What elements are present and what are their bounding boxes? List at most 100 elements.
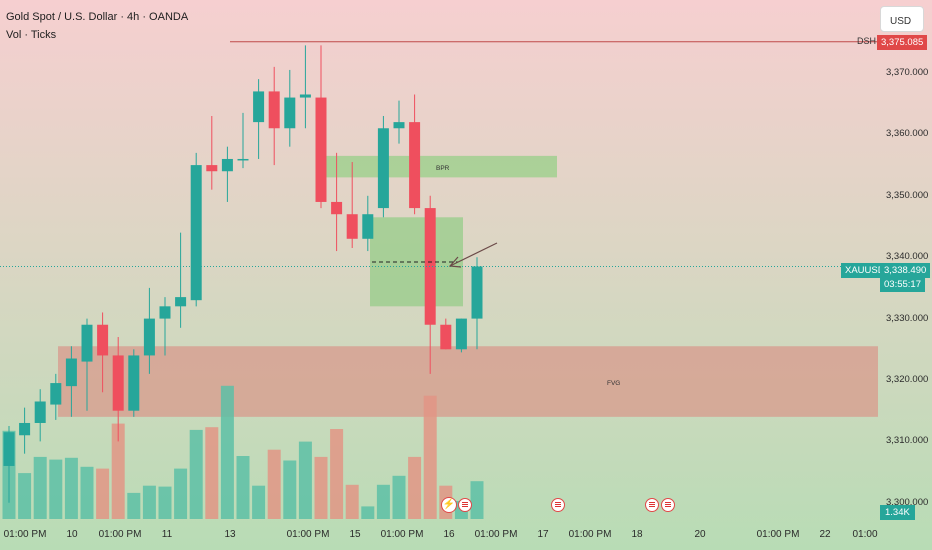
candle-body [128,355,140,411]
candle-body [471,266,483,319]
annotation-arrow [449,242,498,267]
volume-bar [392,475,406,519]
candles-layer [3,45,483,503]
currency-button[interactable]: USD [880,6,924,32]
volume-bar [252,485,266,519]
time-tick-label: 18 [631,529,643,540]
candle-body [440,324,452,350]
volume-bar [314,456,328,519]
volume-bar [361,506,375,519]
candle-body [190,165,202,301]
time-tick-label: 01:00 PM [756,529,800,540]
volume-bar [80,466,94,519]
candle-body [206,165,218,172]
volume-bar [376,484,390,519]
time-tick-label: 22 [819,529,831,540]
time-tick-label: 01:00 PM [474,529,518,540]
volume-bar [470,481,484,519]
time-tick-label: 10 [66,529,78,540]
us-flag-icon[interactable] [661,498,675,512]
candle-body [284,97,296,129]
chart-title: Gold Spot / U.S. Dollar · 4h · OANDA [6,11,189,23]
volume-bar [127,492,141,519]
candle-body [331,201,343,215]
candle-body [455,318,467,350]
candle-body [175,297,187,307]
volume-bar [18,473,32,519]
symbol-tag: XAUUSD [841,263,889,278]
candle-body [143,318,155,356]
volume-bar [49,459,63,519]
time-tick-label: 11 [161,529,173,540]
volume-bar [236,456,250,519]
bpr-label: BPR [436,165,450,172]
candle-body [424,208,436,325]
candle-body [34,401,46,423]
candle-body [237,158,249,161]
volume-bar [33,456,47,519]
volume-bar [330,429,344,519]
volume-bar [205,427,219,519]
us-flag-icon[interactable] [645,498,659,512]
candle-body [393,122,405,129]
time-tick-label: 17 [537,529,549,540]
lightning-icon[interactable]: ⚡ [441,497,457,513]
price-tick-label: 3,370.000 [886,67,929,78]
candle-body [3,432,15,466]
volume-bar [189,429,203,519]
candle-body [159,306,171,319]
dsh-price-tag: 3,375.085 [877,35,928,50]
candle-body [362,214,374,239]
price-tick-label: 3,360.000 [886,128,929,140]
time-tick-label: 01:00 PM [98,529,142,540]
volume-bar [220,385,234,519]
time-tick-label: 01:00 PM [568,529,612,540]
volume-bar [423,395,437,519]
candle-body [409,122,421,209]
time-tick-label: 15 [349,529,361,540]
candle-body [112,355,124,411]
volume-value-tag: 1.34K [880,505,915,520]
time-tick-label: 01:00 [852,529,878,540]
time-tick-label: 01:00 PM [286,529,330,540]
price-tick-label: 3,320.000 [886,374,929,385]
price-tick-label: 3,310.000 [886,435,929,447]
price-tick-label: 3,330.000 [886,312,929,324]
us-flag-icon[interactable] [551,498,565,512]
annotation-arrowhead [448,256,462,268]
fvg-zone [58,346,878,417]
volume-bar [345,484,359,519]
time-tick-label: 01:00 PM [380,529,424,540]
volume-bar [174,468,188,519]
price-tick-label: 3,340.000 [886,251,929,263]
candle-body [65,358,77,387]
countdown-tag: 03:55:17 [880,277,925,292]
candle-body [50,383,62,405]
candle-body [299,94,311,98]
last-price-tag: 3,338.490 [880,263,931,278]
volume-bar [142,485,156,519]
volume-indicator-label[interactable]: Vol · Ticks [6,29,57,41]
price-tick-label: 3,300.000 [886,496,929,508]
candle-body [315,97,327,202]
candle-body [346,214,358,239]
time-tick-label: 16 [443,529,455,540]
dsh-label: DSH [857,36,877,46]
volume-bar [96,468,110,519]
time-tick-label: 13 [224,529,236,540]
time-tick-label: 20 [694,529,706,540]
volume-bar [64,457,78,519]
time-tick-label: 01:00 PM [3,529,47,540]
us-flag-icon[interactable] [458,498,472,512]
candle-body [221,158,233,172]
candle-body [253,91,265,123]
candle-body [81,324,93,362]
candle-body [97,324,109,356]
candle-body [268,91,280,129]
candle-body [377,128,389,209]
price-tick-label: 3,350.000 [886,189,929,201]
zones-layer [58,155,878,417]
fvg-label: FVG [607,380,621,387]
